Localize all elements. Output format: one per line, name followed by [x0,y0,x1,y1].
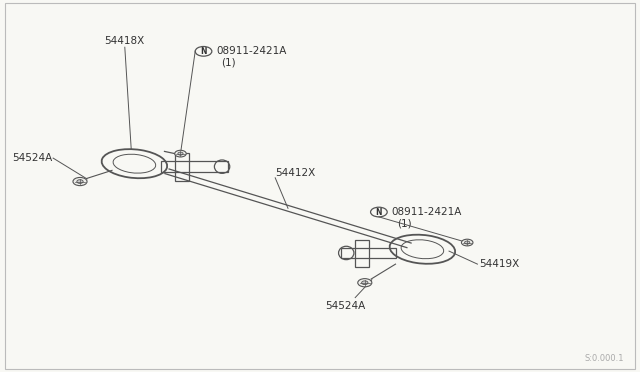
Circle shape [178,152,183,155]
Text: 08911-2421A: 08911-2421A [216,46,287,56]
Circle shape [358,279,372,287]
Circle shape [465,241,470,244]
Circle shape [175,150,186,157]
Text: 54418X: 54418X [105,36,145,46]
Text: (1): (1) [221,58,236,67]
Text: 54419X: 54419X [479,259,519,269]
Text: 54524A: 54524A [326,301,365,311]
Circle shape [362,281,368,285]
Text: N: N [376,208,382,217]
Text: 08911-2421A: 08911-2421A [392,207,462,217]
Text: 54524A: 54524A [12,153,52,163]
Circle shape [77,180,83,183]
Circle shape [73,177,87,186]
Text: 54412X: 54412X [275,168,316,178]
Text: S:0.000.1: S:0.000.1 [584,354,624,363]
Circle shape [461,239,473,246]
Text: N: N [200,47,207,56]
Text: (1): (1) [397,218,412,228]
